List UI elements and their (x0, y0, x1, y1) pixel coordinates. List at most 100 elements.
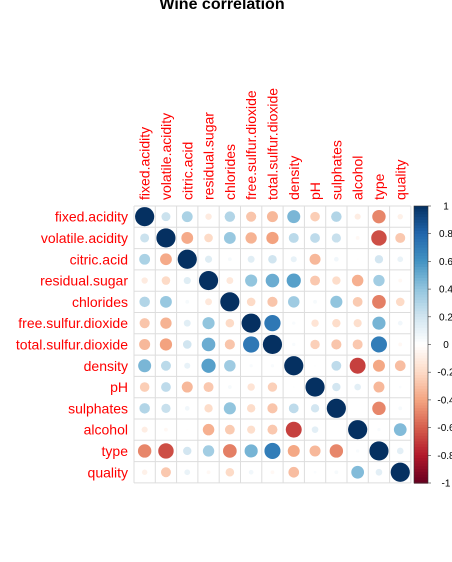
correlation-circle (372, 401, 386, 416)
colorbar-segment (414, 419, 428, 423)
correlation-circle (247, 255, 255, 263)
correlation-circle (288, 403, 299, 414)
correlation-circle (372, 209, 386, 224)
colorbar-segment (414, 361, 428, 365)
colorbar-segment (414, 391, 428, 395)
colorbar-segment (414, 261, 428, 265)
correlation-circle (373, 381, 385, 393)
correlation-circle (202, 423, 215, 436)
correlation-circle (205, 298, 213, 306)
colorbar-segment (414, 322, 428, 326)
correlation-circle (161, 382, 171, 392)
colorbar-segment (414, 430, 428, 434)
colorbar-segment (414, 264, 428, 268)
colorbar-segment (414, 305, 428, 310)
colorbar-segment (414, 228, 428, 232)
row-label: volatile.acidity (41, 230, 128, 246)
correlation-circle (224, 359, 236, 372)
colorbar-segment (414, 422, 428, 426)
colorbar-segment (414, 383, 428, 387)
colorbar-segment (414, 286, 428, 290)
column-label: density (286, 156, 302, 200)
correlation-circle (396, 447, 404, 455)
correlation-circle (225, 318, 235, 328)
colorbar-segment (414, 469, 428, 473)
row-label: fixed.acidity (55, 209, 128, 225)
correlation-circle (309, 445, 321, 457)
correlation-circle (372, 316, 386, 330)
correlation-circle (262, 334, 283, 355)
colorbar-segment (414, 416, 428, 420)
colorbar-segment (414, 244, 428, 249)
correlation-circle (332, 276, 341, 285)
colorbar-segment (414, 372, 428, 376)
colorbar-tick-label: -0.8 (437, 451, 452, 462)
colorbar-segment (414, 222, 428, 226)
row-label: total.sulfur.dioxide (16, 336, 128, 352)
colorbar-segment (414, 424, 428, 429)
colorbar-segment (414, 427, 428, 431)
correlation-circle (398, 342, 403, 347)
correlation-circle (201, 337, 216, 352)
colorbar-segment (414, 463, 428, 467)
colorbar-segment (414, 211, 428, 215)
colorbar-tick-label: -1 (442, 479, 451, 490)
colorbar-tick-label: 0.2 (439, 312, 452, 323)
correlation-circle (202, 317, 215, 330)
correlation-circle (135, 207, 155, 227)
colorbar-segment (414, 325, 428, 329)
correlation-circle (245, 274, 258, 287)
correlation-circle (313, 299, 317, 304)
correlation-circle (374, 255, 384, 264)
colorbar-segment (414, 388, 428, 393)
correlation-circle (181, 211, 193, 223)
correlation-circle (161, 212, 171, 222)
colorbar-segment (414, 280, 428, 285)
colorbar-segment (414, 386, 428, 390)
correlation-circle (246, 404, 256, 413)
correlation-circle (141, 277, 148, 284)
colorbar-segment (414, 435, 428, 440)
colorbar-segment (414, 438, 428, 443)
correlation-circle (311, 319, 319, 327)
colorbar-segment (414, 474, 428, 479)
correlation-circle (224, 424, 235, 435)
correlation-circle (270, 470, 275, 475)
row-labels: fixed.acidity volatile.acidity citric.acid… (16, 209, 128, 481)
correlation-circle (284, 356, 304, 376)
correlation-circle (286, 273, 301, 288)
row-label: free.sulfur.dioxide (18, 315, 128, 331)
column-label: residual.sugar (201, 112, 217, 200)
colorbar-segment (414, 283, 428, 287)
correlation-circle (313, 470, 317, 474)
colorbar-segment (414, 441, 428, 445)
correlation-circle (141, 426, 148, 433)
correlation-circle (247, 383, 255, 391)
correlation-circle (184, 406, 190, 411)
correlation-circle (247, 425, 256, 434)
colorbar-segment (414, 319, 428, 323)
colorbar-segment (414, 219, 428, 224)
correlation-circle (331, 339, 342, 350)
colorbar-segment (414, 233, 428, 238)
correlation-circle (395, 232, 406, 243)
correlation-circle (204, 233, 213, 243)
column-label: alcohol (350, 156, 366, 200)
correlation-circle (332, 318, 341, 328)
correlation-circle (351, 465, 365, 479)
correlation-circle (334, 470, 339, 475)
correlation-circle (375, 468, 383, 476)
correlation-circle (225, 467, 235, 477)
colorbar-segment (414, 455, 428, 459)
row-label: density (84, 358, 128, 374)
colorbar-segment (414, 255, 428, 260)
correlation-circle (355, 236, 360, 240)
column-labels: fixed.acidity volatile.acidity citric.acid… (137, 88, 409, 200)
correlation-circle (314, 364, 317, 367)
colorbar-segment (414, 327, 428, 332)
correlation-circle (244, 444, 258, 458)
correlation-circle (141, 469, 148, 475)
correlation-circle (181, 381, 193, 393)
correlation-circle (243, 336, 260, 353)
